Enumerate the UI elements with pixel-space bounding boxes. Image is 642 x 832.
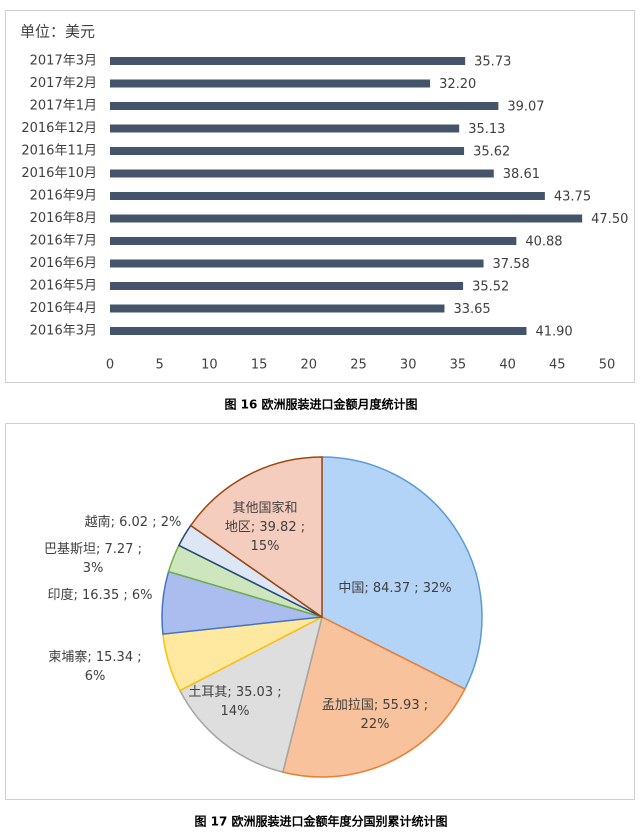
data-label: 47.50	[591, 212, 628, 227]
bar	[110, 169, 494, 178]
bar	[110, 192, 545, 200]
bar	[110, 124, 460, 133]
bar	[110, 327, 527, 335]
data-label: 越南; 6.02 ; 2%	[85, 514, 182, 530]
data-label: 33.65	[453, 302, 490, 317]
data-label: 43.75	[554, 190, 591, 205]
y-tick-label: 2017年1月	[30, 99, 97, 114]
unit-label: 单位：美元	[20, 23, 95, 41]
y-tick-label: 2016年10月	[21, 166, 97, 181]
x-tick-label: 20	[301, 358, 318, 373]
data-label: 35.52	[472, 280, 509, 295]
y-tick-label: 2016年4月	[30, 301, 97, 316]
x-tick-label: 10	[201, 358, 218, 373]
data-label: 35.73	[474, 55, 511, 70]
x-tick-label: 30	[400, 358, 417, 373]
bar	[110, 214, 583, 223]
bar	[110, 79, 431, 88]
y-tick-label: 2016年5月	[30, 279, 97, 294]
data-label: 41.90	[535, 325, 572, 340]
pie-slice	[321, 456, 483, 691]
data-label: 中国; 84.37 ; 32%	[338, 581, 451, 596]
y-tick-label: 2016年7月	[30, 234, 97, 249]
y-tick-label: 2016年6月	[30, 256, 97, 271]
chart-frame	[5, 423, 635, 800]
data-label: 32.20	[439, 77, 476, 92]
pie-slice	[189, 456, 323, 619]
bar	[110, 237, 517, 245]
data-label: 印度; 16.35 ; 6%	[48, 587, 153, 603]
bar	[110, 57, 466, 65]
bar	[110, 259, 484, 268]
data-label: 土耳其; 35.03 ; 14%	[188, 685, 281, 719]
y-tick-label: 2017年2月	[30, 76, 97, 91]
x-tick-label: 15	[251, 358, 268, 373]
x-tick-label: 0	[106, 358, 114, 373]
data-label: 40.88	[525, 235, 562, 250]
data-label: 柬埔寨; 15.34 ; 6%	[48, 649, 141, 684]
pie-slice	[281, 615, 466, 778]
y-tick-label: 2016年8月	[30, 211, 97, 226]
caption: 图 17 欧洲服装进口金额年度分国别累计统计图	[194, 814, 447, 829]
x-tick-label: 25	[350, 358, 367, 373]
data-label: 35.13	[468, 122, 505, 137]
y-tick-label: 2016年11月	[21, 144, 97, 159]
bar	[110, 304, 445, 313]
data-label: 38.61	[503, 167, 540, 182]
data-label: 其他国家和地区; 39.82 ; 15%	[225, 500, 305, 554]
x-tick-label: 5	[156, 358, 164, 373]
x-tick-label: 45	[549, 358, 566, 373]
bar	[110, 102, 499, 110]
caption: 图 16 欧洲服装进口金额月度统计图	[224, 397, 417, 412]
bar	[110, 282, 464, 290]
x-tick-label: 40	[499, 358, 516, 373]
data-label: 巴基斯坦; 7.27 ; 3%	[44, 542, 142, 576]
chart-frame	[5, 10, 635, 383]
y-tick-label: 2017年3月	[30, 54, 97, 69]
y-tick-label: 2016年3月	[30, 324, 97, 339]
data-label: 孟加拉国; 55.93 ; 22%	[322, 698, 428, 732]
data-label: 39.07	[507, 100, 544, 115]
data-label: 35.62	[473, 145, 510, 160]
x-tick-label: 50	[599, 358, 616, 373]
y-tick-label: 2016年9月	[30, 189, 97, 204]
bar	[110, 147, 465, 155]
pie-slice	[178, 615, 324, 774]
data-label: 37.58	[493, 257, 530, 272]
x-tick-label: 35	[450, 358, 467, 373]
y-tick-label: 2016年12月	[21, 121, 97, 136]
